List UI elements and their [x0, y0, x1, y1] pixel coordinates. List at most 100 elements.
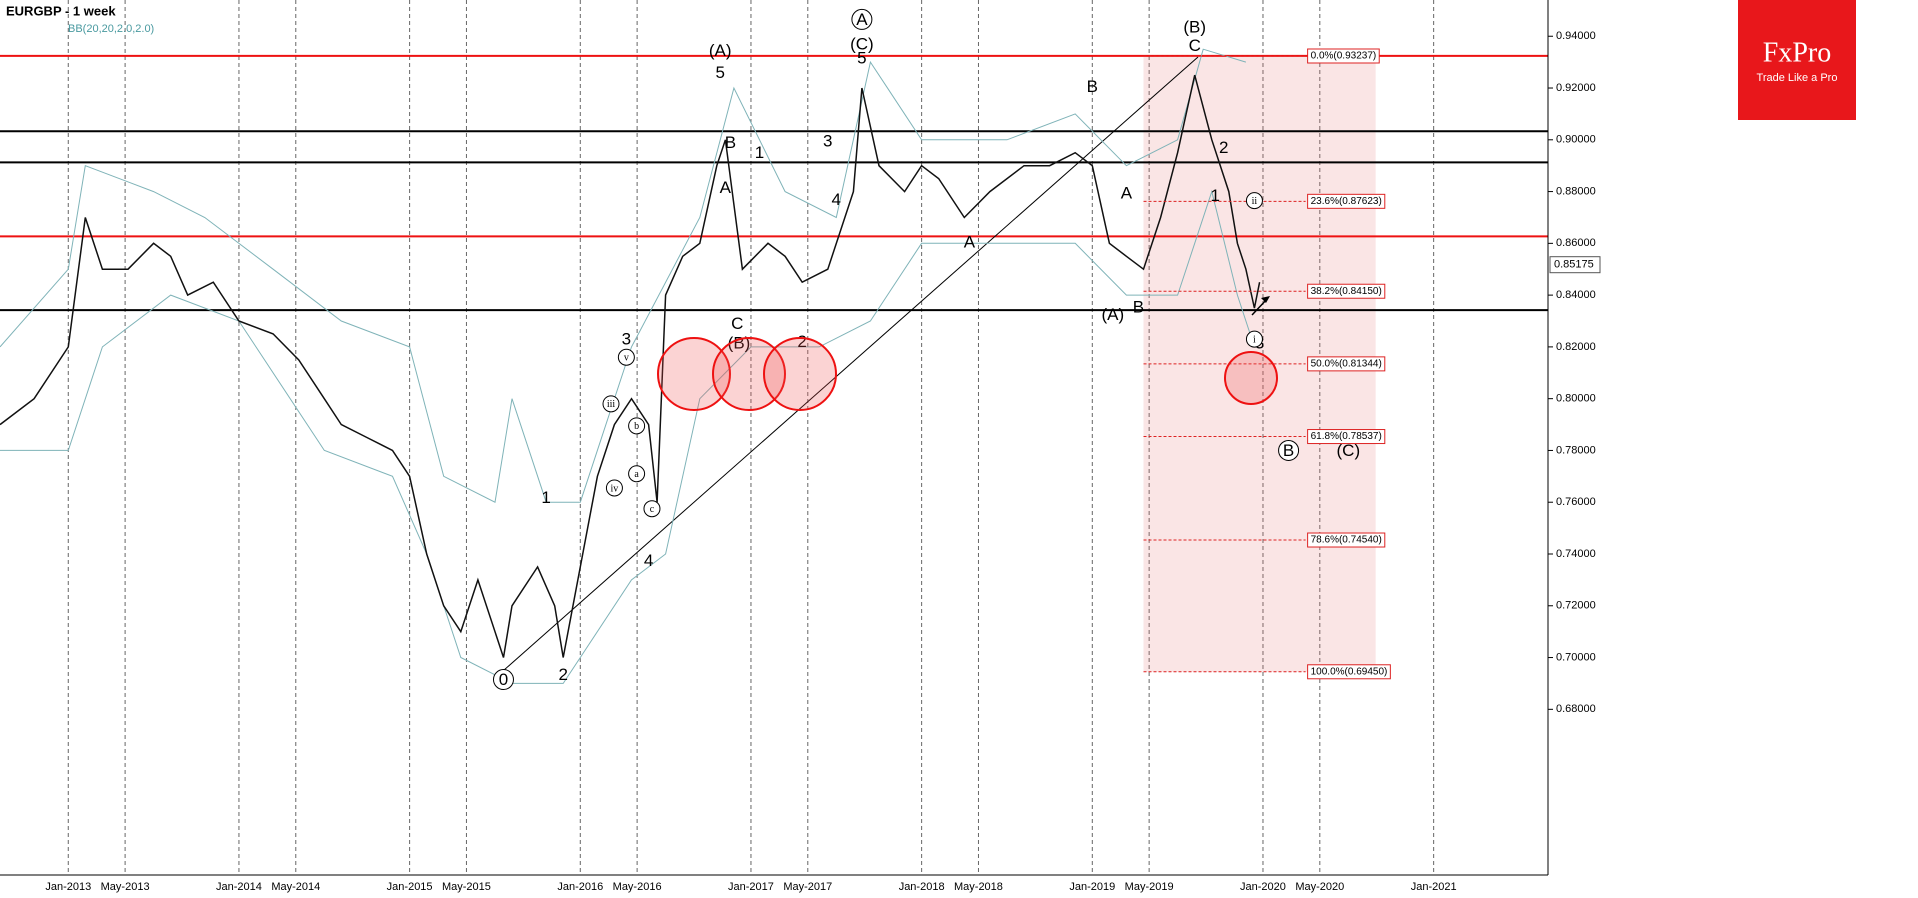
- x-tick-label: May-2013: [101, 881, 150, 893]
- logo-box: [1738, 0, 1856, 120]
- annotation: 4: [644, 551, 653, 570]
- fib-label-box: [1307, 283, 1386, 299]
- annotation-circle: [1278, 439, 1300, 461]
- annotation: A: [964, 233, 976, 252]
- annotation: B: [725, 133, 736, 152]
- fib-label-box: [1307, 48, 1380, 64]
- x-tick-label: Jan-2015: [387, 881, 433, 893]
- bb-upper: [0, 48, 1247, 503]
- fib-label-box: [1307, 193, 1386, 209]
- annotation: ii: [1252, 196, 1258, 207]
- annotation: (C): [850, 34, 874, 53]
- annotation: 1: [1210, 186, 1219, 205]
- x-tick-label: Jan-2016: [557, 881, 603, 893]
- annotation: b: [634, 421, 639, 432]
- annotation-circle: [602, 395, 620, 413]
- highlights: [657, 337, 1278, 411]
- annotation: A: [856, 10, 868, 29]
- x-tick-label: Jan-2019: [1069, 881, 1115, 893]
- annotation: B: [1283, 441, 1294, 460]
- annotation: (A): [709, 41, 732, 60]
- highlight-circle: [763, 337, 837, 411]
- annotation: 1: [541, 488, 550, 507]
- annotation: v: [624, 353, 629, 364]
- annotation: B: [1133, 297, 1144, 316]
- y-tick-label: 0.68000: [1556, 703, 1596, 715]
- last-price-label: 0.85175: [1554, 259, 1594, 271]
- fib-label: 100.0%(0.69450): [1311, 666, 1388, 677]
- annotation: iii: [607, 399, 616, 410]
- annotation: C: [731, 314, 743, 333]
- annotation-circle: [851, 8, 873, 30]
- annotation: 2: [797, 332, 806, 351]
- fib-label: 61.8%(0.78537): [1311, 431, 1382, 442]
- annotation: A: [720, 178, 732, 197]
- x-tick-label: May-2020: [1295, 881, 1344, 893]
- annotation: 3: [823, 132, 832, 151]
- y-tick-label: 0.80000: [1556, 393, 1596, 405]
- annotation: (C): [1337, 441, 1361, 460]
- annotation: 2: [558, 665, 567, 684]
- annotation: (A): [1101, 305, 1124, 324]
- annotation: 5: [716, 63, 725, 82]
- annotation: c: [650, 504, 655, 515]
- annotation-circle: [1245, 192, 1263, 210]
- annotation: 2: [1219, 138, 1228, 157]
- y-tick-label: 0.86000: [1556, 237, 1596, 249]
- x-tick-label: Jan-2018: [899, 881, 945, 893]
- annotation: (B): [1183, 18, 1206, 37]
- annotation: 1: [755, 143, 764, 162]
- x-tick-label: Jan-2014: [216, 881, 262, 893]
- arrow-head: [1261, 296, 1270, 303]
- fib-label-box: [1307, 664, 1391, 680]
- annotation: A: [1121, 183, 1133, 202]
- x-tick-label: May-2017: [783, 881, 832, 893]
- annotation-circle: [643, 500, 661, 518]
- annotation-circle: [492, 669, 514, 691]
- y-tick-label: 0.70000: [1556, 651, 1596, 663]
- annotation: iv: [611, 483, 619, 494]
- x-tick-label: May-2018: [954, 881, 1003, 893]
- fib-label: 38.2%(0.84150): [1311, 286, 1382, 297]
- x-tick-label: May-2014: [271, 881, 320, 893]
- y-tick-label: 0.94000: [1556, 30, 1596, 42]
- y-tick-label: 0.74000: [1556, 548, 1596, 560]
- highlight-circle: [1224, 351, 1278, 405]
- fib-label-box: [1307, 356, 1386, 372]
- annotation-circle: [628, 417, 646, 435]
- fib-label-box: [1307, 532, 1386, 548]
- annotation-circle: [605, 479, 623, 497]
- annotation: C: [1189, 36, 1201, 55]
- fib-label: 0.0%(0.93237): [1311, 51, 1377, 62]
- subtitle: BB(20,20,2.0,2.0): [68, 23, 154, 35]
- x-tick-label: May-2019: [1125, 881, 1174, 893]
- bb-lower: [0, 189, 1255, 684]
- annotation: 0: [499, 670, 508, 689]
- x-tick-label: May-2015: [442, 881, 491, 893]
- annotation-circle: [617, 348, 635, 366]
- annotation-circle: [1245, 330, 1263, 348]
- annotation: a: [634, 469, 639, 480]
- annotation: 5: [857, 49, 866, 68]
- annotation: B: [1087, 77, 1098, 96]
- trend-line: [503, 56, 1199, 671]
- fib-label: 50.0%(0.81344): [1311, 359, 1382, 370]
- x-tick-label: Jan-2013: [45, 881, 91, 893]
- fib-label: 78.6%(0.74540): [1311, 535, 1382, 546]
- highlight-circle: [712, 337, 786, 411]
- logo-tagline: Trade Like a Pro: [1757, 72, 1838, 84]
- y-tick-label: 0.72000: [1556, 600, 1596, 612]
- fib-label-box: [1307, 429, 1386, 445]
- highlight-circle: [657, 337, 731, 411]
- logo-name: FxPro: [1763, 37, 1831, 68]
- chart-title: EURGBP - 1 week: [6, 3, 116, 18]
- x-tick-label: May-2016: [613, 881, 662, 893]
- x-tick-label: Jan-2021: [1411, 881, 1457, 893]
- price-line: [0, 74, 1261, 658]
- y-tick-label: 0.76000: [1556, 496, 1596, 508]
- layer: 0.0%(0.93237) 23.6%(0.87623) 38.2%(0.84150…: [0, 8, 1391, 691]
- fib-label: 23.6%(0.87623): [1311, 196, 1382, 207]
- y-tick-label: 0.92000: [1556, 82, 1596, 94]
- y-tick-label: 0.84000: [1556, 289, 1596, 301]
